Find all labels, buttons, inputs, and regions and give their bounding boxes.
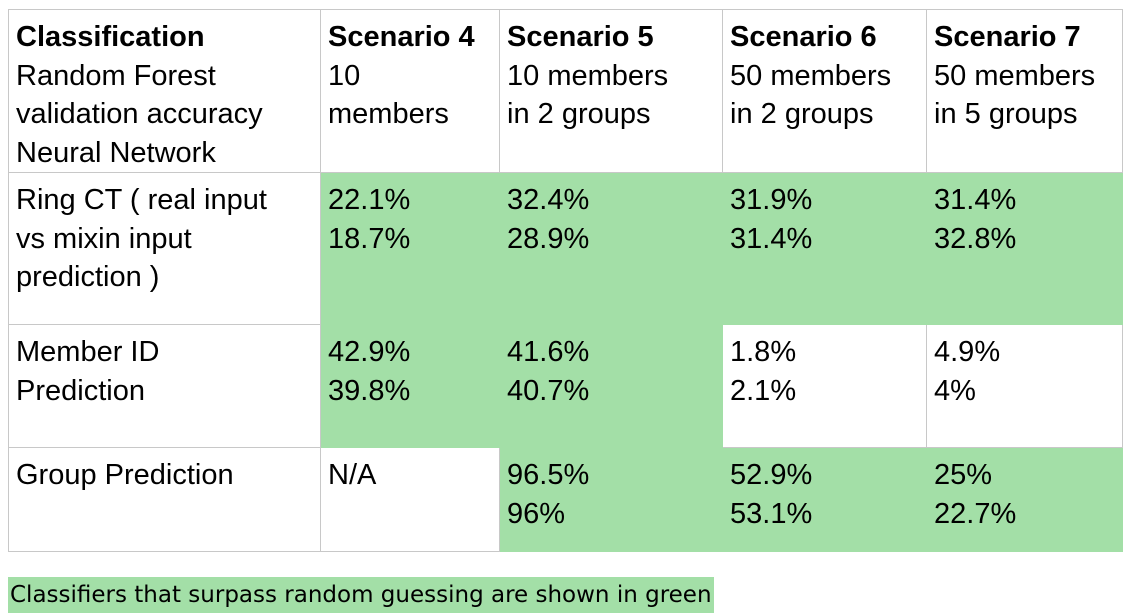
result-cell-group-scenario-7: 25% 22.7% (926, 447, 1123, 552)
header-subtitle-random-forest: Random Forest (16, 59, 216, 92)
row-label-line: vs mixin input (16, 222, 192, 255)
random-forest-value: 31.9% (730, 184, 813, 216)
header-cell-scenario-6: Scenario 6 50 members in 2 groups (722, 9, 927, 173)
random-forest-value: 4.9% (934, 336, 1001, 368)
random-forest-value: 42.9% (328, 336, 411, 368)
result-cell-group-scenario-4: N/A (320, 447, 500, 552)
header-title: Classification (16, 21, 205, 53)
random-forest-value: N/A (328, 459, 377, 491)
neural-network-value: 18.7% (328, 222, 411, 255)
scenario-title: Scenario 4 (328, 21, 475, 53)
row-label-member-id: Member ID Prediction (8, 324, 321, 448)
result-cell-member-id-scenario-6: 1.8% 2.1% (722, 324, 927, 448)
header-cell-scenario-5: Scenario 5 10 members in 2 groups (499, 9, 723, 173)
random-forest-value: 1.8% (730, 336, 797, 368)
scenario-description: in 5 groups (934, 98, 1078, 130)
scenario-description: in 2 groups (730, 98, 874, 130)
scenario-title: Scenario 7 (934, 21, 1081, 53)
row-label-line: prediction ) (16, 261, 160, 293)
header-row: Classification Random Forest validation … (8, 9, 1123, 173)
random-forest-value: 25% (934, 459, 993, 491)
result-cell-ring-ct-scenario-5: 32.4% 28.9% (499, 172, 723, 325)
row-label-line: Member ID (16, 336, 160, 368)
random-forest-value: 52.9% (730, 459, 813, 491)
random-forest-value: 32.4% (507, 184, 590, 216)
row-label-group-prediction: Group Prediction (8, 447, 321, 552)
row-label-ring-ct: Ring CT ( real input vs mixin input pred… (8, 172, 321, 325)
neural-network-value: 32.8% (934, 222, 1017, 255)
header-subtitle-neural-network: Neural Network (16, 136, 216, 169)
header-cell-scenario-7: Scenario 7 50 members in 5 groups (926, 9, 1123, 173)
random-forest-value: 31.4% (934, 184, 1017, 216)
result-cell-group-scenario-5: 96.5% 96% (499, 447, 723, 552)
results-table: Classification Random Forest validation … (8, 9, 1123, 552)
result-cell-group-scenario-6: 52.9% 53.1% (722, 447, 927, 552)
random-forest-value: 22.1% (328, 184, 411, 216)
scenario-title: Scenario 6 (730, 21, 877, 53)
neural-network-value: 40.7% (507, 374, 590, 407)
result-cell-member-id-scenario-5: 41.6% 40.7% (499, 324, 723, 448)
result-cell-member-id-scenario-4: 42.9% 39.8% (320, 324, 500, 448)
header-subtitle-validation-accuracy: validation accuracy (16, 98, 263, 130)
row-label-line: Ring CT ( real input (16, 184, 267, 216)
random-forest-value: 41.6% (507, 336, 590, 368)
scenario-description: 10 (328, 59, 361, 92)
result-cell-ring-ct-scenario-7: 31.4% 32.8% (926, 172, 1123, 325)
header-cell-scenario-4: Scenario 4 10 members (320, 9, 500, 173)
neural-network-value: 22.7% (934, 497, 1017, 530)
legend-note: Classifiers that surpass random guessing… (8, 577, 714, 613)
neural-network-value: 28.9% (507, 222, 590, 255)
neural-network-value: 39.8% (328, 374, 411, 407)
scenario-description: 50 members (730, 59, 892, 92)
result-cell-ring-ct-scenario-6: 31.9% 31.4% (722, 172, 927, 325)
neural-network-value: 96% (507, 497, 566, 530)
scenario-description: 10 members (507, 59, 669, 92)
row-label-line: Group Prediction (16, 459, 234, 491)
table-row-group-prediction: Group Prediction N/A 96.5% 96% 52.9% 53.… (8, 447, 1123, 552)
neural-network-value: 31.4% (730, 222, 813, 255)
result-cell-member-id-scenario-7: 4.9% 4% (926, 324, 1123, 448)
table-row-member-id: Member ID Prediction 42.9% 39.8% 41.6% 4… (8, 324, 1123, 448)
scenario-description: members (328, 98, 449, 130)
neural-network-value: 53.1% (730, 497, 813, 530)
header-cell-classification: Classification Random Forest validation … (8, 9, 321, 173)
scenario-description: in 2 groups (507, 98, 651, 130)
scenario-description: 50 members (934, 59, 1096, 92)
result-cell-ring-ct-scenario-4: 22.1% 18.7% (320, 172, 500, 325)
scenario-title: Scenario 5 (507, 21, 654, 53)
table-row-ring-ct: Ring CT ( real input vs mixin input pred… (8, 172, 1123, 325)
row-label-line: Prediction (16, 374, 145, 407)
random-forest-value: 96.5% (507, 459, 590, 491)
neural-network-value: 4% (934, 374, 976, 407)
neural-network-value: 2.1% (730, 374, 797, 407)
